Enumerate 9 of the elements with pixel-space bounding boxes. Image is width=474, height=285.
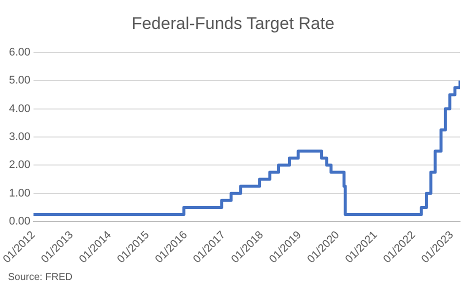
y-tick-label: 4.00 — [8, 102, 30, 115]
y-tick-label: 2.00 — [8, 159, 30, 172]
y-tick-label: 1.00 — [8, 187, 30, 200]
y-tick-label: 3.00 — [8, 131, 30, 144]
source-note: Source: FRED — [8, 272, 72, 283]
chart-title: Federal-Funds Target Rate — [132, 14, 334, 33]
y-tick-label: 5.00 — [8, 74, 30, 87]
y-tick-label: 6.00 — [8, 46, 30, 58]
y-tick-label: 0.00 — [8, 216, 30, 228]
